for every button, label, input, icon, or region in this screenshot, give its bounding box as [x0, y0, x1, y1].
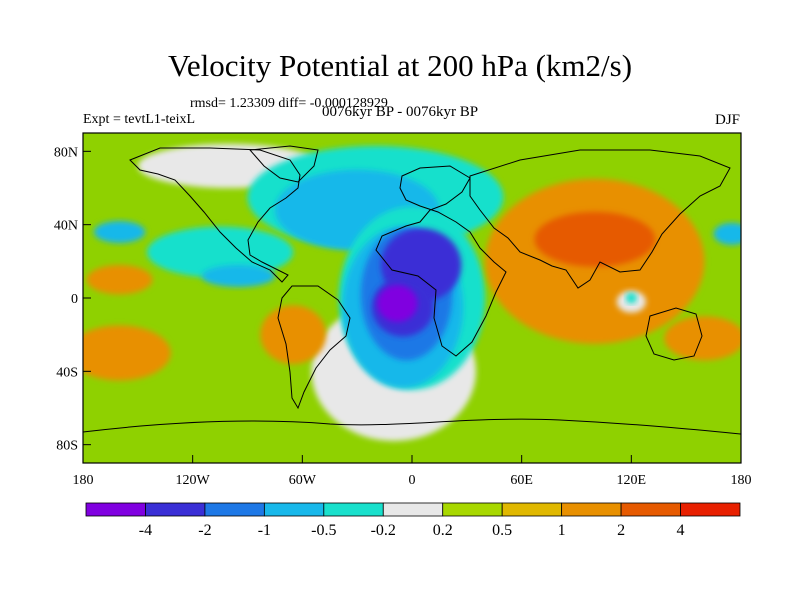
colorbar-swatch [620, 502, 681, 517]
x-tick-label: 180 [73, 473, 94, 488]
contour-africa-violet [377, 285, 418, 322]
y-tick-label: 80S [56, 439, 78, 454]
colorbar-label: 1 [557, 522, 566, 539]
contour-pacific-orange [664, 316, 741, 361]
contour-asia-darkorange [534, 211, 656, 267]
colorbar-swatch [561, 502, 622, 517]
y-tick-label: 0 [71, 292, 78, 307]
contour-north-pacific-orange [86, 265, 153, 295]
colorbar-swatch [501, 502, 563, 517]
x-tick-label: 180 [731, 473, 752, 488]
x-tick-label: 60E [510, 473, 533, 488]
coastline-north-america [129, 147, 301, 283]
colorbar [85, 502, 741, 517]
coastline-antarctica [83, 418, 741, 435]
contour-south-america-orange [260, 305, 327, 364]
coastline-greenland [248, 145, 319, 183]
colorbar-label: -0.2 [370, 522, 396, 539]
colorbar-swatch [263, 502, 325, 517]
contour-indonesia-teal [625, 292, 637, 304]
experiment-label: Expt = tevtL1-teixL [83, 112, 196, 127]
colorbar-swatch [442, 502, 503, 517]
contour-east-pacific-blue [201, 265, 275, 287]
x-tick-label: 60W [289, 473, 317, 488]
y-tick-label: 40N [54, 219, 78, 234]
colorbar-label: 4 [676, 522, 685, 539]
coastline-asia [469, 149, 731, 289]
map-axes: 80N 40N 0 40S 80S 180 120W 60W 0 60E 120E 180 [54, 145, 752, 488]
x-tick-label: 120E [617, 473, 647, 488]
map-title: Velocity Potential at 200 hPa (km2/s) [167, 48, 633, 83]
coastline-south-america [277, 285, 351, 410]
coastline-europe-africa [375, 165, 507, 357]
y-tick-label: 80N [54, 145, 78, 160]
colorbar-label: -1 [257, 522, 272, 539]
contour-east-pacific-teal [146, 226, 294, 278]
colorbar-label: 0.5 [492, 522, 513, 539]
contour-north-pacific-blue [93, 221, 146, 243]
contour-fields [83, 144, 741, 441]
colorbar-label: -0.5 [311, 522, 337, 539]
colorbar-swatch [680, 502, 741, 517]
rmsd-stats: rmsd= 1.23309 diff= -0.000128929 [190, 96, 388, 111]
x-tick-label: 120W [176, 473, 211, 488]
colorbar-label: -4 [138, 522, 153, 539]
colorbar-swatch [204, 502, 265, 517]
colorbar-swatch [145, 502, 206, 517]
coastline-australia [645, 307, 703, 361]
colorbar-swatch [85, 502, 146, 517]
season-label: DJF [714, 112, 740, 128]
colorbar-label: 2 [617, 522, 626, 539]
contour-date-line-blue [713, 222, 741, 245]
period-label: 0076kyr BP - 0076kyr BP [322, 104, 479, 120]
contour-south-pacific-orange [83, 325, 171, 381]
colorbar-label: -2 [198, 522, 212, 539]
colorbar-swatch [323, 502, 384, 517]
colorbar-label: 0.2 [432, 522, 453, 539]
y-tick-label: 40S [56, 365, 78, 380]
x-tick-label: 0 [409, 473, 416, 488]
colorbar-swatch [382, 502, 444, 517]
coastlines [83, 145, 741, 435]
